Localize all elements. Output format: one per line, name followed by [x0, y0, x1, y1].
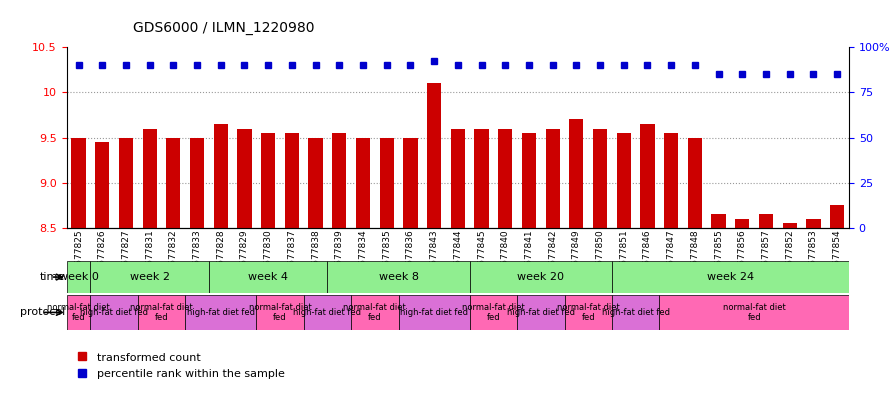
Bar: [759, 215, 773, 228]
Text: normal-fat diet
fed: normal-fat diet fed: [343, 303, 406, 322]
Text: normal-fat diet
fed: normal-fat diet fed: [557, 303, 620, 322]
Text: high-fat diet fed: high-fat diet fed: [400, 308, 469, 317]
Text: GDS6000 / ILMN_1220980: GDS6000 / ILMN_1220980: [133, 21, 315, 35]
Bar: [261, 133, 276, 228]
Bar: [569, 119, 583, 228]
Text: high-fat diet fed: high-fat diet fed: [507, 308, 575, 317]
Bar: [806, 219, 821, 228]
Bar: [142, 129, 156, 228]
Bar: [664, 133, 678, 228]
Bar: [782, 223, 797, 228]
Bar: [688, 138, 702, 228]
Bar: [213, 124, 228, 228]
Bar: [427, 83, 441, 228]
FancyBboxPatch shape: [565, 295, 612, 330]
FancyBboxPatch shape: [612, 261, 849, 293]
Text: normal-fat diet
fed: normal-fat diet fed: [462, 303, 525, 322]
FancyBboxPatch shape: [469, 261, 612, 293]
Bar: [546, 129, 560, 228]
Text: normal-fat diet
fed: normal-fat diet fed: [249, 303, 311, 322]
Text: high-fat diet fed: high-fat diet fed: [187, 308, 255, 317]
FancyBboxPatch shape: [304, 295, 351, 330]
Text: normal-fat diet
fed: normal-fat diet fed: [130, 303, 193, 322]
FancyBboxPatch shape: [660, 295, 849, 330]
FancyBboxPatch shape: [398, 295, 469, 330]
Bar: [522, 133, 536, 228]
Bar: [380, 138, 394, 228]
Text: high-fat diet fed: high-fat diet fed: [293, 308, 362, 317]
FancyBboxPatch shape: [469, 295, 517, 330]
Bar: [735, 219, 749, 228]
Bar: [308, 138, 323, 228]
Text: week 2: week 2: [130, 272, 170, 282]
Text: normal-fat diet
fed: normal-fat diet fed: [47, 303, 110, 322]
FancyBboxPatch shape: [256, 295, 304, 330]
Text: week 4: week 4: [248, 272, 288, 282]
FancyBboxPatch shape: [351, 295, 398, 330]
Text: protocol: protocol: [20, 307, 65, 318]
Text: week 24: week 24: [707, 272, 754, 282]
Bar: [640, 124, 654, 228]
Text: time: time: [40, 272, 65, 282]
FancyBboxPatch shape: [138, 295, 185, 330]
Bar: [498, 129, 512, 228]
Bar: [830, 206, 845, 228]
Text: week 8: week 8: [379, 272, 419, 282]
Text: week 20: week 20: [517, 272, 565, 282]
Bar: [166, 138, 180, 228]
Bar: [356, 138, 370, 228]
Text: high-fat diet fed: high-fat diet fed: [80, 308, 148, 317]
FancyBboxPatch shape: [327, 261, 469, 293]
Bar: [711, 215, 725, 228]
Bar: [475, 129, 489, 228]
Bar: [190, 138, 204, 228]
FancyBboxPatch shape: [612, 295, 660, 330]
Bar: [332, 133, 347, 228]
FancyBboxPatch shape: [91, 261, 209, 293]
Text: normal-fat diet
fed: normal-fat diet fed: [723, 303, 786, 322]
Bar: [119, 138, 133, 228]
FancyBboxPatch shape: [185, 295, 256, 330]
Bar: [71, 138, 85, 228]
FancyBboxPatch shape: [91, 295, 138, 330]
Bar: [237, 129, 252, 228]
Text: week 0: week 0: [59, 272, 99, 282]
Legend: transformed count, percentile rank within the sample: transformed count, percentile rank withi…: [72, 347, 289, 384]
Bar: [451, 129, 465, 228]
FancyBboxPatch shape: [67, 261, 91, 293]
FancyBboxPatch shape: [517, 295, 565, 330]
Bar: [404, 138, 418, 228]
Bar: [593, 129, 607, 228]
Bar: [95, 142, 109, 228]
FancyBboxPatch shape: [209, 261, 327, 293]
Text: high-fat diet fed: high-fat diet fed: [602, 308, 669, 317]
Bar: [617, 133, 631, 228]
FancyBboxPatch shape: [67, 295, 91, 330]
Bar: [284, 133, 299, 228]
